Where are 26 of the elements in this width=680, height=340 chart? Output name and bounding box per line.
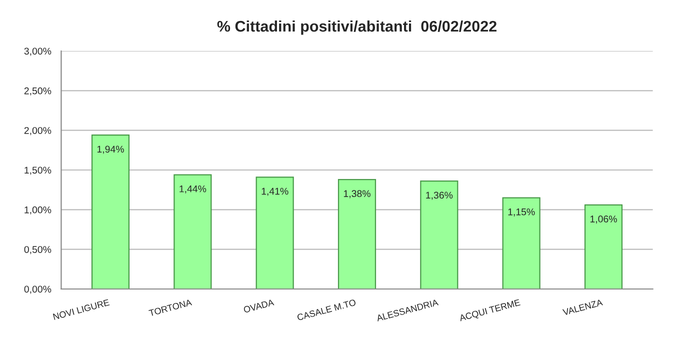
y-tick-label: 1,50%	[24, 166, 52, 175]
bar	[174, 174, 212, 289]
x-tick-label: OVADA	[243, 298, 274, 314]
data-label: 1,38%	[344, 190, 370, 198]
bar	[584, 204, 623, 289]
x-tick-label: CASALE M.TO	[296, 299, 356, 321]
x-tick-label: ACQUI TERME	[458, 299, 521, 323]
chart-title: % Cittadini positivi/abitanti 06/02/2022	[217, 20, 496, 35]
bar	[338, 178, 376, 289]
bar	[91, 134, 130, 289]
x-tick-label: NOVI LIGURE	[52, 299, 110, 320]
data-label: 1,94%	[97, 146, 124, 154]
y-tick-label: 2,00%	[24, 127, 52, 136]
y-tick-label: 0,00%	[24, 286, 52, 294]
y-tick-label: 3,00%	[24, 48, 52, 56]
data-label: 1,44%	[180, 185, 206, 194]
y-tick-label: 1,00%	[24, 206, 52, 214]
data-label: 1,41%	[262, 188, 288, 196]
bar	[502, 197, 540, 289]
y-tick-label: 0,50%	[24, 246, 52, 254]
data-label: 1,06%	[590, 216, 617, 224]
data-label: 1,36%	[426, 192, 453, 200]
bar	[256, 176, 294, 289]
y-tick-label: 2,50%	[24, 87, 52, 96]
bar	[420, 180, 458, 289]
data-label: 1,15%	[508, 208, 535, 216]
